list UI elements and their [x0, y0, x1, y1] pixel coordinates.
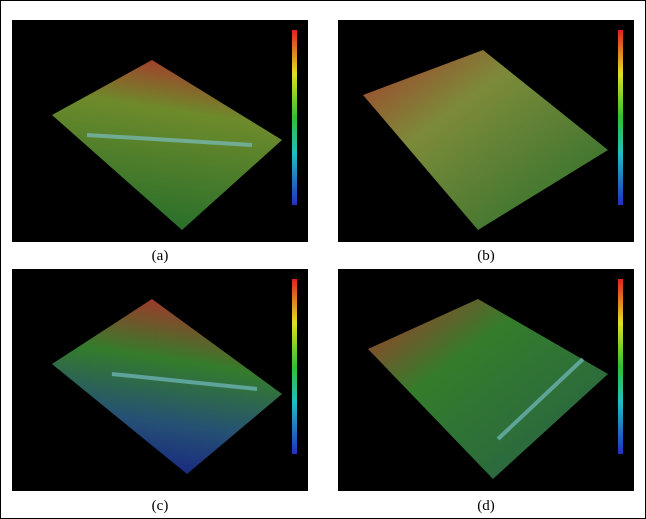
- surface-plot: [338, 20, 634, 242]
- surface-plot: [12, 269, 308, 491]
- caption: (c): [12, 498, 308, 515]
- caption: (b): [338, 248, 634, 265]
- surface-image: [12, 20, 308, 242]
- caption: (a): [12, 248, 308, 265]
- surface-plot: [12, 20, 308, 242]
- surface-image: [338, 20, 634, 242]
- figure: (a) (b) (c) (d): [0, 0, 646, 519]
- caption: (d): [338, 498, 634, 515]
- surface-image: [12, 269, 308, 491]
- surface-image: [338, 269, 634, 491]
- surface-plot: [338, 269, 634, 491]
